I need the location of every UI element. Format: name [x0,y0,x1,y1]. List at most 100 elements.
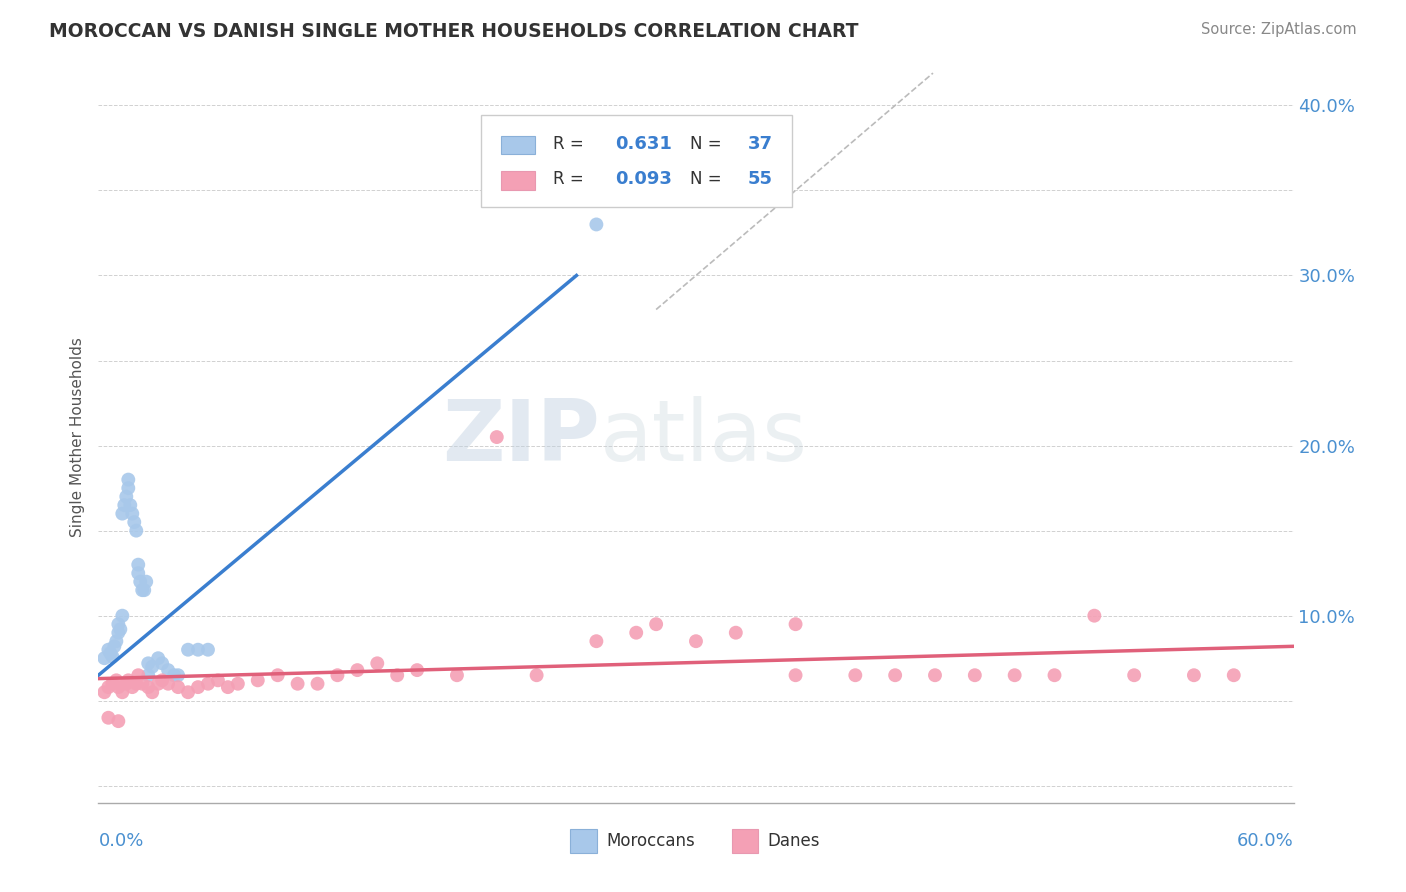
Point [1083,608,1105,623]
Point [167,680,190,694]
FancyBboxPatch shape [481,115,792,207]
Point [131,583,153,598]
FancyBboxPatch shape [571,830,596,853]
Point [287,677,309,691]
Point [884,668,907,682]
Point [187,680,209,694]
Point [385,668,409,682]
Point [267,668,290,682]
Point [115,490,138,504]
Point [110,622,132,636]
Text: 55: 55 [748,170,772,188]
Text: N =: N = [690,170,727,188]
Point [121,507,143,521]
Text: MOROCCAN VS DANISH SINGLE MOTHER HOUSEHOLDS CORRELATION CHART: MOROCCAN VS DANISH SINGLE MOTHER HOUSEHO… [49,22,859,41]
Point [163,668,186,682]
Point [117,473,139,487]
Point [326,668,349,682]
Point [785,668,807,682]
Text: atlas: atlas [600,395,808,479]
Point [101,649,124,664]
Point [136,668,159,682]
Point [177,642,200,657]
Point [136,680,159,694]
Point [131,677,153,691]
Point [526,668,548,682]
Text: 37: 37 [748,136,772,153]
Point [117,481,139,495]
Text: Source: ZipAtlas.com: Source: ZipAtlas.com [1201,22,1357,37]
Point [226,677,249,691]
Point [93,651,115,665]
Point [148,651,170,665]
Point [207,673,229,688]
Point [485,430,508,444]
Point [127,558,149,572]
Point [307,677,329,691]
Text: 60.0%: 60.0% [1237,832,1294,850]
Point [150,673,173,688]
Point [97,680,120,694]
Point [585,218,607,232]
Point [685,634,707,648]
Text: 0.093: 0.093 [614,170,672,188]
Point [127,668,149,682]
Text: Danes: Danes [768,832,820,850]
Point [127,566,149,581]
Point [111,608,134,623]
Point [366,657,388,671]
Point [105,634,128,648]
Point [197,677,219,691]
Point [97,642,120,657]
Point [626,625,648,640]
Point [135,574,157,589]
Point [125,524,148,538]
Point [217,680,239,694]
Point [1043,668,1066,682]
Point [105,673,128,688]
Point [121,680,143,694]
Point [924,668,946,682]
Point [107,625,129,640]
Point [197,642,219,657]
Point [1223,668,1246,682]
Point [103,640,125,654]
Point [148,677,170,691]
FancyBboxPatch shape [733,830,758,853]
Point [645,617,668,632]
Point [129,574,152,589]
Text: R =: R = [553,170,589,188]
FancyBboxPatch shape [501,171,534,190]
Point [844,668,866,682]
Point [346,663,368,677]
Text: 0.0%: 0.0% [98,832,143,850]
Point [111,685,134,699]
Text: R =: R = [553,136,589,153]
Point [150,657,173,671]
Point [724,625,747,640]
Point [93,685,115,699]
Point [167,668,190,682]
Point [134,583,156,598]
Point [406,663,429,677]
Point [446,668,468,682]
FancyBboxPatch shape [501,136,534,154]
Point [98,646,122,660]
Point [115,677,138,691]
Point [141,685,163,699]
Point [785,617,807,632]
Point [246,673,269,688]
Point [157,663,180,677]
Point [107,714,129,728]
Point [1182,668,1205,682]
Point [585,634,607,648]
Point [141,659,163,673]
Point [117,673,139,688]
Point [136,657,159,671]
Point [187,642,209,657]
Point [157,677,180,691]
Point [120,498,142,512]
Text: N =: N = [690,136,727,153]
Text: Moroccans: Moroccans [606,832,695,850]
Point [101,677,124,691]
